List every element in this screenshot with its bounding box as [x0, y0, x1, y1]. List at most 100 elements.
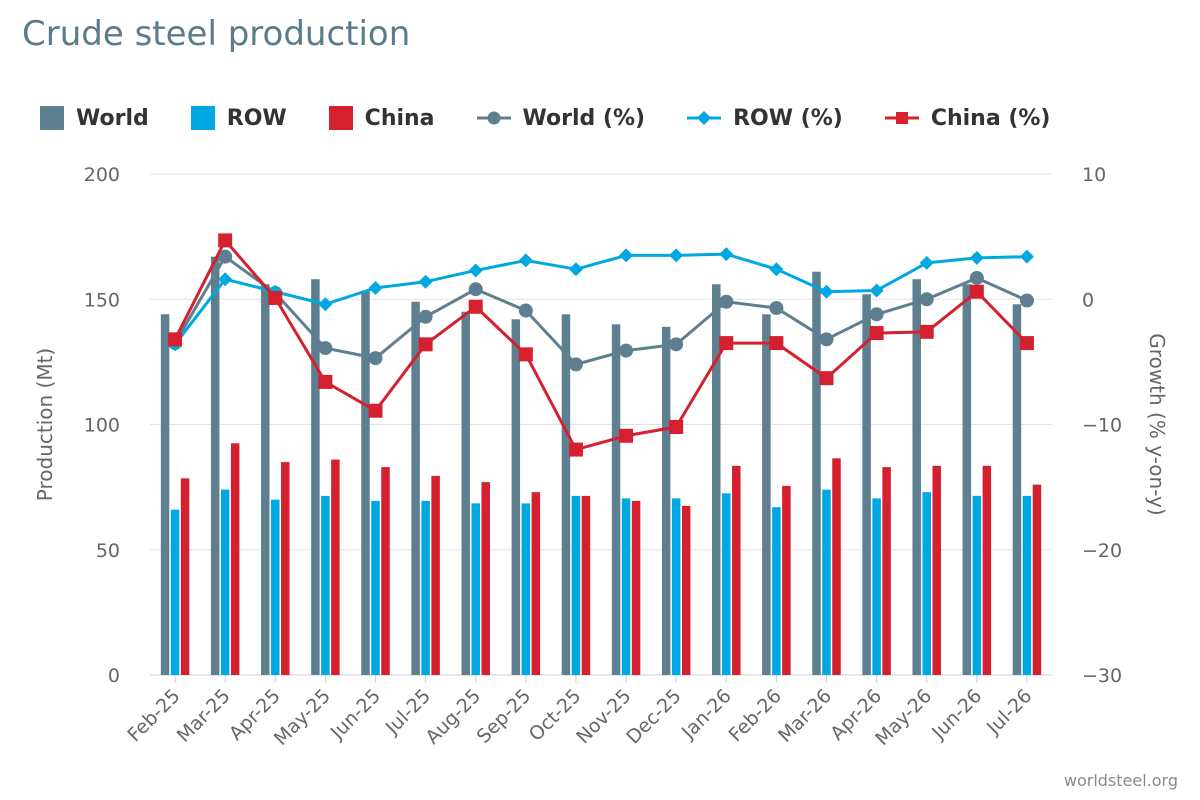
- x-tick-label: Mar-25: [173, 685, 235, 747]
- y-tick-label: 0: [108, 665, 120, 687]
- bar-china: [581, 495, 591, 675]
- legend-label: China: [364, 105, 435, 131]
- legend-label: China (%): [930, 105, 1051, 131]
- source-credit: worldsteel.org: [1063, 771, 1178, 790]
- point-china: [368, 403, 383, 418]
- point-world: [468, 282, 483, 297]
- point-row: [468, 263, 483, 278]
- point-china: [969, 284, 984, 299]
- legend-item-world[interactable]: World (%): [476, 106, 645, 131]
- point-china: [1019, 336, 1034, 351]
- bar-world: [661, 326, 671, 675]
- bar-world: [261, 284, 270, 675]
- legend-label: ROW: [226, 105, 287, 131]
- bar-china: [982, 465, 992, 675]
- point-china: [719, 336, 734, 351]
- bar-china: [782, 485, 791, 675]
- point-china: [819, 371, 834, 386]
- legend-label: World: [76, 105, 149, 131]
- legend-item-china[interactable]: China (%): [884, 105, 1051, 131]
- x-tick-label: Feb-25: [123, 685, 184, 746]
- point-world: [969, 270, 984, 285]
- x-tick-label: Jun-25: [326, 685, 385, 744]
- line-china: [173, 238, 1029, 452]
- point-world: [719, 294, 734, 309]
- bar-world: [962, 284, 972, 675]
- legend-swatch-bar-icon: [190, 106, 215, 130]
- point-china: [869, 326, 884, 341]
- point-china: [568, 442, 583, 457]
- x-tick-label: Mar-26: [774, 685, 836, 747]
- point-row: [969, 250, 984, 265]
- bar-row: [571, 495, 581, 675]
- bar-china: [431, 475, 440, 675]
- x-tick-label: May-25: [270, 685, 335, 750]
- point-china: [518, 347, 533, 362]
- bar-row: [671, 498, 681, 675]
- bar-china: [882, 467, 891, 675]
- legend-swatch-line-icon: [687, 111, 722, 125]
- point-world: [869, 307, 884, 322]
- point-china: [669, 420, 684, 435]
- bar-row: [872, 498, 881, 675]
- point-world: [819, 332, 834, 347]
- y-axis-title: Production (Mt): [33, 348, 57, 501]
- point-row: [819, 284, 834, 299]
- bar-china: [732, 465, 741, 675]
- bar-china: [331, 459, 340, 675]
- point-china: [218, 233, 233, 248]
- bar-row: [972, 495, 982, 675]
- legend-item-row[interactable]: ROW: [190, 105, 287, 131]
- legend-label: ROW (%): [733, 105, 843, 131]
- bar-row: [722, 493, 731, 675]
- bar-row: [521, 503, 531, 675]
- point-row: [619, 248, 634, 263]
- bar-world: [311, 279, 320, 675]
- y2-tick-label: 0: [1082, 289, 1094, 311]
- point-row: [318, 297, 333, 312]
- point-world: [218, 249, 233, 264]
- point-row: [218, 272, 233, 287]
- line-world: [173, 255, 1028, 366]
- bar-world: [411, 301, 420, 675]
- legend-item-row[interactable]: ROW (%): [687, 106, 843, 131]
- x-tick-label: Sep-25: [473, 685, 536, 748]
- bar-china: [230, 443, 240, 675]
- bar-world: [1012, 304, 1022, 675]
- point-world: [318, 341, 333, 356]
- bar-row: [922, 492, 931, 675]
- bar-row: [822, 489, 831, 675]
- point-china: [468, 299, 483, 314]
- point-row: [518, 253, 533, 268]
- y2-tick-label: −30: [1082, 665, 1122, 687]
- bar-row: [421, 500, 430, 675]
- bar-china: [932, 465, 941, 675]
- y2-tick-label: 10: [1082, 164, 1106, 186]
- bar-row: [371, 500, 380, 675]
- point-world: [568, 357, 583, 372]
- point-row: [1019, 249, 1034, 264]
- bar-world: [812, 271, 821, 675]
- bar-china: [281, 462, 290, 675]
- legend-swatch-line-icon: [476, 111, 511, 125]
- legend-item-china[interactable]: China: [328, 105, 435, 131]
- bar-world: [611, 324, 621, 675]
- point-china: [168, 332, 183, 347]
- x-tick-label: Jan-26: [677, 685, 736, 744]
- bar-row: [271, 499, 280, 675]
- x-tick-label: Aug-25: [422, 685, 486, 749]
- x-tick-label: Dec-25: [622, 685, 686, 749]
- legend-item-world[interactable]: World: [40, 106, 149, 131]
- x-tick-label: Feb-26: [725, 685, 786, 746]
- point-china: [919, 324, 934, 339]
- point-china: [268, 290, 283, 305]
- x-tick-label: May-26: [871, 685, 936, 750]
- legend-swatch-line-icon: [884, 112, 919, 124]
- point-china: [418, 337, 433, 352]
- bar-world: [862, 294, 871, 675]
- point-row: [368, 280, 383, 295]
- point-row: [869, 283, 884, 298]
- x-tick-label: Nov-25: [572, 685, 635, 748]
- y-tick-label: 100: [84, 415, 120, 437]
- bar-china: [832, 458, 841, 675]
